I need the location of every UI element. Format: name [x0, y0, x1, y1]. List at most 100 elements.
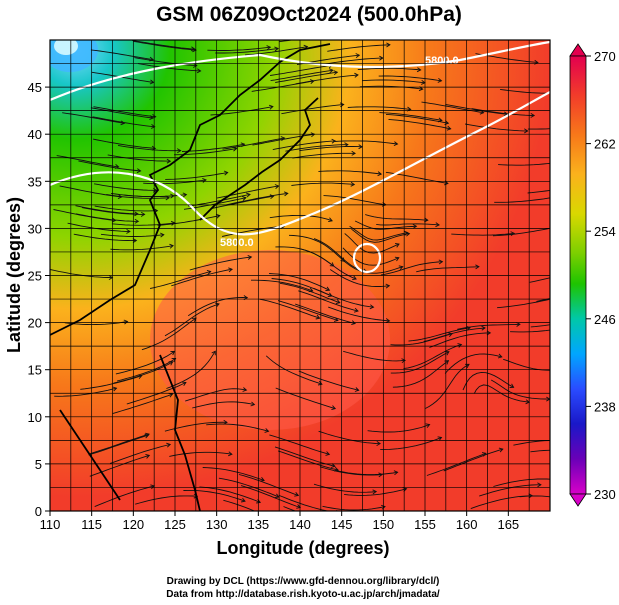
streamline-arrowhead — [497, 353, 503, 359]
streamline-arrowhead — [350, 181, 356, 187]
streamline-arrowhead — [561, 368, 565, 372]
streamline — [292, 152, 356, 159]
streamline — [527, 128, 550, 130]
streamline — [281, 104, 344, 115]
streamline — [279, 495, 331, 511]
streamline-arrowhead — [160, 232, 165, 238]
streamline — [451, 232, 515, 236]
streamline — [90, 107, 154, 119]
x-tick-label: 135 — [247, 517, 269, 532]
streamline — [166, 350, 216, 389]
streamline — [380, 436, 442, 451]
streamline — [328, 306, 390, 322]
streamline — [93, 106, 156, 118]
streamline-arrowhead — [385, 283, 391, 289]
streamline-arrowhead — [376, 441, 381, 446]
streamline — [367, 424, 430, 433]
colorbar-tick-label: 254 — [594, 224, 616, 239]
colorbar-tick-label: 246 — [594, 312, 616, 327]
colorbar-top-arrow — [569, 43, 587, 57]
streamline-arrowhead — [379, 55, 384, 61]
streamline — [240, 485, 301, 508]
streamline — [376, 223, 440, 226]
streamline-arrowhead — [134, 218, 140, 224]
streamline-arrowhead — [481, 325, 486, 331]
streamline — [318, 170, 382, 175]
streamline-arrowhead — [206, 269, 212, 275]
streamline — [181, 143, 245, 152]
streamline-arrowhead — [530, 113, 536, 118]
streamline-arrowhead — [145, 453, 151, 459]
streamline-arrowhead — [393, 470, 399, 476]
streamline — [215, 48, 279, 54]
streamline — [132, 40, 195, 50]
streamline-arrowhead — [475, 264, 480, 270]
streamline — [277, 450, 339, 471]
streamline-arrowhead — [136, 168, 142, 174]
streamline-arrowhead — [509, 383, 515, 388]
streamline — [133, 40, 197, 51]
streamline — [150, 271, 211, 289]
streamline-arrowhead — [586, 182, 590, 186]
streamline — [185, 388, 247, 402]
streamline — [470, 495, 533, 510]
streamline-arrowhead — [166, 158, 172, 164]
streamline-arrowhead — [250, 401, 256, 407]
streamline — [75, 205, 138, 215]
streamline — [344, 233, 400, 254]
streamline-arrowhead — [260, 477, 265, 482]
colorbar-tick-label: 230 — [594, 487, 616, 502]
streamline — [319, 466, 383, 476]
streamline-arrowhead — [403, 230, 409, 236]
streamline — [313, 287, 374, 308]
streamline — [385, 113, 449, 124]
streamline-arrowhead — [280, 136, 286, 141]
colorbar-tick-label: 262 — [594, 137, 616, 152]
streamline — [403, 344, 462, 370]
streamline-arrowhead — [215, 213, 221, 219]
streamline-arrowhead — [588, 267, 592, 271]
streamline — [110, 245, 174, 251]
x-tick-label: 120 — [122, 517, 144, 532]
streamline-arrowhead — [242, 387, 248, 392]
streamline-arrowhead — [386, 42, 391, 48]
streamline — [343, 260, 403, 274]
streamline — [275, 71, 338, 83]
contour-closed-low — [352, 242, 382, 274]
streamline — [426, 452, 487, 476]
streamline — [113, 361, 173, 384]
streamline — [354, 220, 417, 230]
streamline — [270, 69, 333, 82]
streamline — [183, 489, 246, 502]
streamline-arrowhead — [378, 472, 383, 478]
streamline — [165, 172, 228, 180]
streamline — [259, 298, 320, 319]
y-tick-label: 25 — [28, 269, 42, 284]
streamline — [378, 75, 442, 82]
wind-streamlines — [50, 40, 592, 511]
colorbar-bottom-arrow — [569, 493, 587, 507]
streamline-arrowhead — [352, 275, 357, 281]
streamline — [187, 297, 248, 317]
streamline — [379, 112, 442, 121]
x-tick-label: 145 — [331, 517, 353, 532]
streamline-arrowhead — [372, 489, 378, 495]
y-axis-label: Latitude (degrees) — [4, 197, 24, 353]
streamline — [494, 197, 550, 203]
streamline-arrowhead — [344, 142, 349, 148]
x-tick-label: 150 — [372, 517, 394, 532]
streamline-arrowhead — [241, 195, 247, 201]
streamline-arrowhead — [149, 115, 154, 121]
streamline — [138, 63, 201, 72]
streamline-arrowhead — [358, 144, 363, 150]
streamline — [115, 351, 175, 375]
streamline-arrowhead — [140, 211, 146, 217]
streamline-arrowhead — [351, 320, 356, 326]
streamline-arrowhead — [150, 124, 156, 129]
streamline — [342, 247, 399, 266]
streamline-arrowhead — [555, 296, 559, 300]
streamline — [462, 371, 514, 391]
streamline — [320, 57, 383, 66]
y-tick-label: 15 — [28, 363, 42, 378]
streamline-arrowhead — [438, 259, 444, 265]
